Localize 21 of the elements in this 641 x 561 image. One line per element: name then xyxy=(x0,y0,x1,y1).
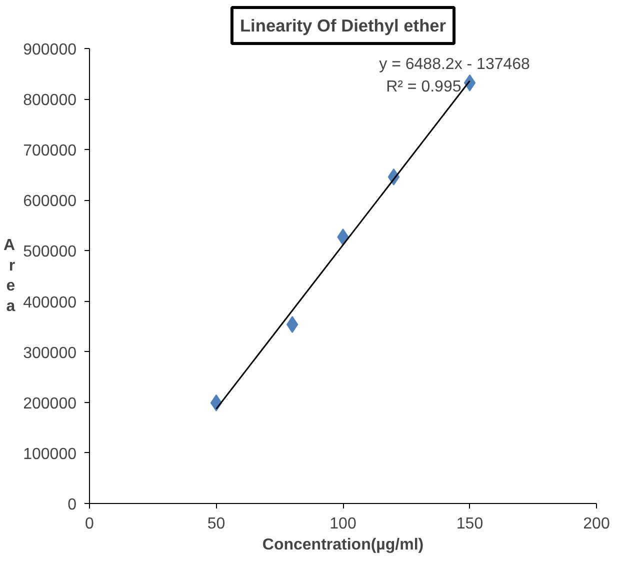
x-tick-label: 150 xyxy=(456,516,484,532)
y-tick-label: 800000 xyxy=(23,92,77,110)
point xyxy=(286,316,298,334)
y-tick-label: 400000 xyxy=(23,294,77,312)
y-tick-label: 300000 xyxy=(23,344,77,362)
y-tick-label: 100000 xyxy=(23,446,77,463)
chart-title: Linearity Of Diethyl ether xyxy=(240,16,446,36)
x-tick-label: 0 xyxy=(85,516,94,532)
y-tick-label: 200000 xyxy=(23,395,77,412)
x-tick-label: 50 xyxy=(207,516,226,532)
annotation: R² = 0.995 xyxy=(386,78,462,96)
y-tick-label: 600000 xyxy=(23,193,77,210)
x-axis-title: Concentration(µg/ml) xyxy=(262,536,424,554)
x-tick-label: 100 xyxy=(330,516,356,532)
x-tick-label: 200 xyxy=(583,516,610,532)
y-tick-label: 900000 xyxy=(23,42,77,58)
y-tick-label: 0 xyxy=(68,496,77,514)
y-axis-title: Area xyxy=(4,236,16,316)
annotation: y = 6488.2x - 137468 xyxy=(379,56,530,73)
y-tick-label: 500000 xyxy=(23,244,77,261)
y-tick-label: 700000 xyxy=(23,142,77,160)
